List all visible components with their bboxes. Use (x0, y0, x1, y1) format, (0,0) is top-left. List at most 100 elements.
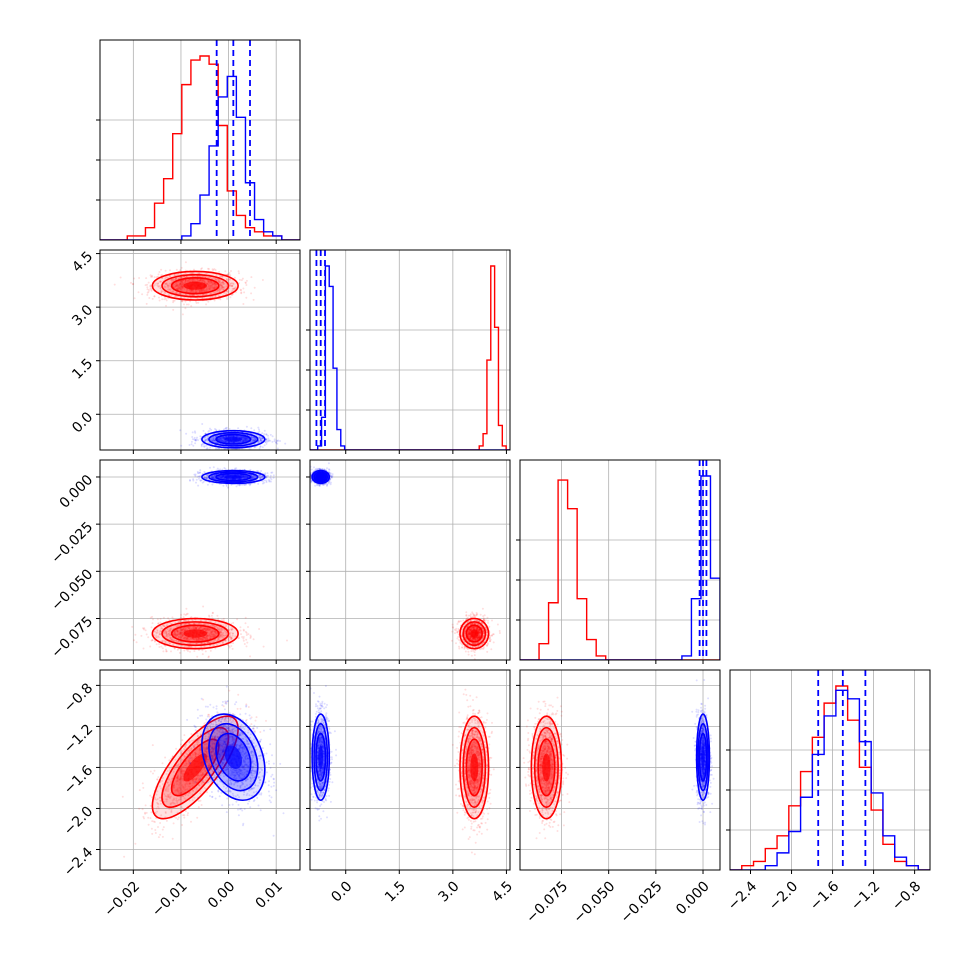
scatter-point (185, 293, 187, 296)
scatter-point (242, 439, 244, 442)
panel-content (113, 261, 287, 450)
scatter-point (242, 439, 245, 442)
scatter-point (202, 628, 204, 631)
scatter-point (199, 469, 202, 472)
scatter-point (232, 434, 235, 437)
scatter-point (256, 441, 259, 444)
scatter-point (180, 280, 183, 283)
scatter-point (219, 279, 222, 282)
scatter-point (175, 278, 177, 280)
scatter-point (192, 626, 195, 629)
scatter-point (235, 467, 238, 470)
scatter-point (201, 267, 203, 270)
panel-content (310, 250, 510, 450)
scatter-point (208, 641, 211, 644)
scatter-point (219, 283, 222, 286)
scatter-point (254, 438, 257, 441)
scatter-point (186, 612, 189, 615)
scatter-point (217, 628, 219, 631)
scatter-point (232, 435, 235, 438)
scatter-point (209, 287, 212, 289)
scatter-point (173, 631, 176, 634)
scatter-point (179, 632, 182, 635)
scatter-point (231, 285, 234, 288)
scatter-point (207, 280, 210, 283)
scatter-point (182, 282, 184, 285)
scatter-point (261, 446, 264, 449)
scatter-point (195, 302, 198, 304)
scatter-point (244, 630, 247, 633)
scatter-point (219, 468, 222, 471)
scatter-point (259, 437, 262, 440)
scatter-point (184, 614, 187, 616)
scatter-point (201, 642, 203, 645)
scatter-point (216, 278, 219, 281)
scatter-point (279, 440, 281, 442)
scatter-point (199, 279, 202, 282)
scatter-point (227, 281, 230, 284)
scatter-point (267, 478, 270, 481)
scatter-point (224, 436, 227, 439)
scatter-point (242, 439, 245, 442)
scatter-point (273, 440, 276, 443)
scatter-point (182, 630, 185, 633)
scatter-point (191, 278, 194, 281)
scatter-point (209, 437, 212, 440)
scatter-point (229, 278, 231, 281)
scatter-point (178, 620, 181, 623)
scatter-point (181, 287, 184, 290)
scatter-point (179, 282, 182, 285)
y-tick-label: 4.5 (69, 249, 96, 276)
scatter-point (257, 470, 260, 473)
scatter-point (218, 288, 221, 291)
scatter-point (472, 649, 475, 652)
panel-content (100, 40, 300, 240)
scatter-point (233, 441, 235, 444)
scatter-point (229, 638, 232, 641)
scatter-point (201, 649, 204, 652)
scatter-point (208, 632, 211, 635)
scatter-point (242, 287, 245, 290)
scatter-point (246, 439, 249, 442)
scatter-point (138, 277, 141, 279)
scatter-point (149, 645, 152, 648)
scatter-point (196, 279, 199, 282)
scatter-point (245, 638, 248, 641)
scatter-point (177, 287, 179, 290)
scatter-point (181, 293, 184, 296)
scatter-point (222, 634, 225, 637)
scatter-point (221, 440, 224, 443)
scatter-point (244, 438, 247, 441)
scatter-point (158, 643, 161, 645)
scatter-point (219, 436, 222, 439)
scatter-point (222, 280, 225, 283)
scatter-point (193, 639, 196, 642)
scatter-point (181, 286, 184, 289)
scatter-point (231, 293, 234, 296)
scatter-point (186, 279, 189, 282)
scatter-point (178, 282, 181, 285)
scatter-point (159, 285, 161, 287)
scatter-point (211, 630, 214, 633)
scatter-point (168, 633, 171, 636)
scatter-point (265, 442, 268, 445)
scatter-point (158, 280, 161, 283)
scatter-point (225, 426, 228, 429)
scatter-point (173, 647, 176, 650)
scatter-point (250, 276, 253, 279)
scatter-point (179, 292, 182, 295)
scatter-point (178, 651, 181, 654)
scatter-point (219, 287, 222, 290)
scatter-point (214, 428, 216, 430)
scatter-point (135, 641, 138, 644)
scatter-point (214, 638, 216, 641)
scatter-point (180, 280, 183, 283)
scatter-point (212, 269, 215, 272)
scatter-point (178, 640, 181, 643)
scatter-point (227, 435, 230, 438)
y-tick-label: −0.075 (48, 613, 96, 661)
scatter-point (206, 483, 209, 486)
scatter-point (245, 438, 248, 441)
scatter-point (198, 626, 201, 629)
scatter-point (198, 279, 201, 282)
